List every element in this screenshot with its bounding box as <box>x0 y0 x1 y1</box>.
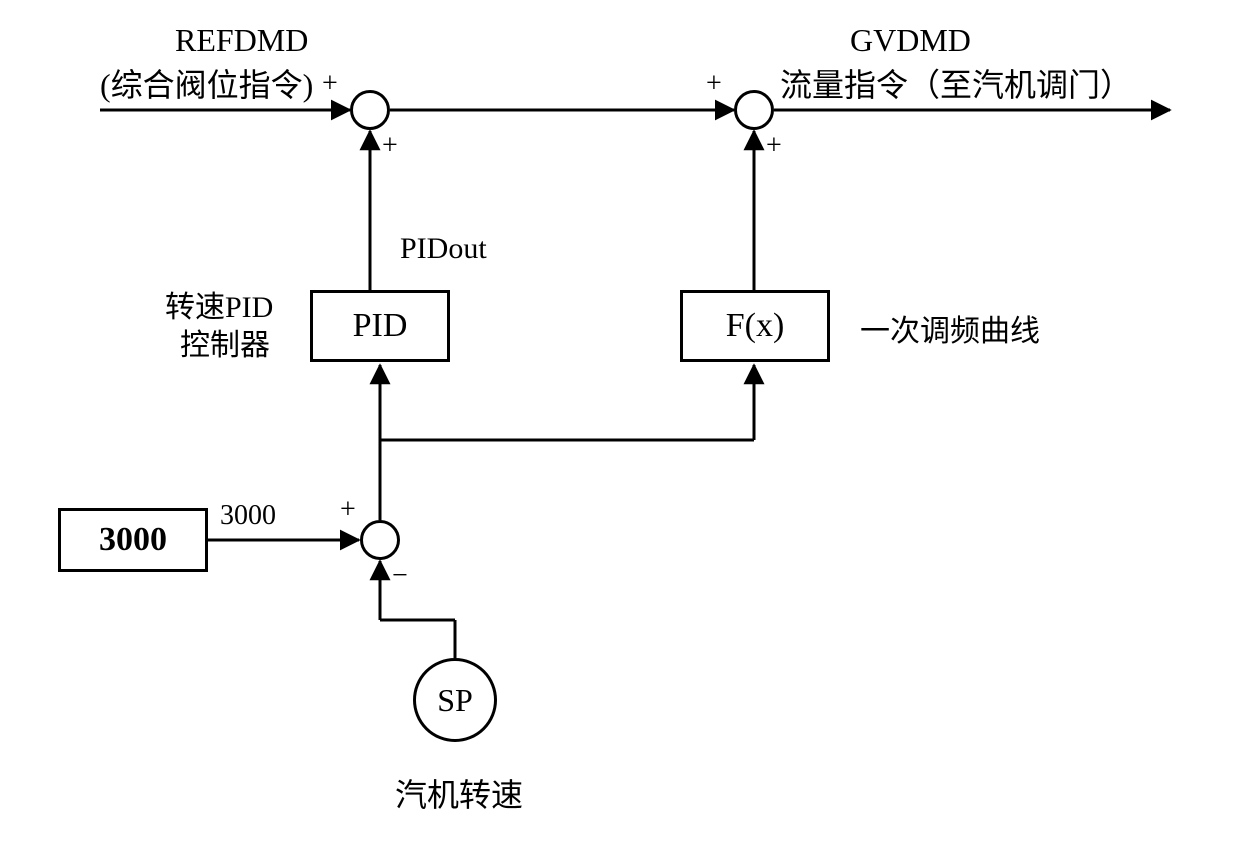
sum-junction-2 <box>734 90 774 130</box>
control-diagram: REFDMD (综合阀位指令) GVDMD 流量指令（至汽机调门） + + + … <box>0 0 1240 868</box>
gvdmd-sub-label: 流量指令（至汽机调门） <box>780 60 1132 106</box>
sp-node: SP <box>413 658 497 742</box>
pid-block: PID <box>310 290 450 362</box>
refdmd-sub-label: (综合阀位指令) <box>100 60 313 106</box>
fm-curve-label: 一次调频曲线 <box>860 306 1040 350</box>
sum2-plus-left: + <box>706 68 722 100</box>
sum-junction-1 <box>350 90 390 130</box>
sum2-plus-bottom: + <box>766 130 782 162</box>
pidout-label: PIDout <box>400 232 487 266</box>
refdmd-label: REFDMD <box>175 22 308 59</box>
const-3000-text: 3000 <box>99 521 167 559</box>
sum3-plus-left: + <box>340 494 356 526</box>
pid-block-text: PID <box>353 307 408 345</box>
const-3000-block: 3000 <box>58 508 208 572</box>
gvdmd-label: GVDMD <box>850 22 971 59</box>
sum1-plus-bottom: + <box>382 130 398 162</box>
const-3000-wire-label: 3000 <box>220 500 276 532</box>
sum1-plus-left: + <box>322 68 338 100</box>
sp-text: SP <box>437 682 473 719</box>
fx-block-text: F(x) <box>726 307 785 345</box>
fx-block: F(x) <box>680 290 830 362</box>
sum3-minus-bottom: − <box>392 560 408 592</box>
pid-ctrl-label-2: 控制器 <box>180 320 270 364</box>
wiring <box>0 0 1240 868</box>
sp-label: 汽机转速 <box>395 770 523 816</box>
sum-junction-3 <box>360 520 400 560</box>
